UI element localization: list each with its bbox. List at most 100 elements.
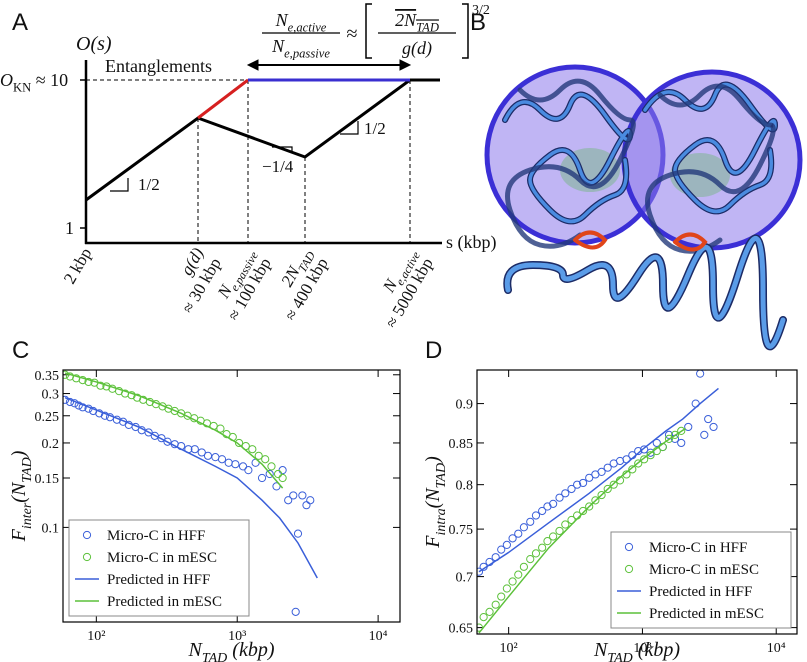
data-point bbox=[267, 462, 276, 471]
data-point bbox=[217, 455, 227, 464]
formula: Ne,active bbox=[275, 10, 327, 34]
data-point bbox=[306, 496, 315, 505]
data-point bbox=[704, 414, 713, 424]
x-axis-label: NTAD (kbp) bbox=[188, 639, 275, 662]
data-point bbox=[640, 445, 649, 454]
data-point bbox=[538, 506, 547, 516]
legend-label: Micro-C in HFF bbox=[649, 540, 747, 556]
y-tick-label: 0.7 bbox=[456, 571, 474, 586]
data-point bbox=[538, 543, 547, 552]
legend-box bbox=[68, 519, 250, 617]
data-point bbox=[677, 438, 686, 448]
data-point bbox=[514, 529, 523, 538]
data-point bbox=[634, 459, 643, 468]
series-line bbox=[64, 396, 318, 579]
arrowhead bbox=[246, 59, 259, 71]
text-part: N bbox=[188, 639, 204, 661]
data-point bbox=[502, 540, 511, 549]
y-tick-label: 1 bbox=[65, 218, 74, 238]
y-tick-label: 0.35 bbox=[35, 369, 60, 384]
data-point bbox=[561, 520, 570, 529]
data-point bbox=[278, 466, 287, 475]
text-part: N bbox=[271, 36, 285, 56]
legend-box bbox=[610, 531, 792, 629]
text-part: ) bbox=[8, 450, 30, 458]
text-part: inter bbox=[20, 502, 35, 529]
text-part: O bbox=[0, 70, 13, 90]
data-point bbox=[74, 401, 83, 410]
data-point bbox=[585, 473, 594, 482]
curve bbox=[85, 78, 440, 202]
data-point bbox=[646, 448, 655, 457]
legend-label: Predicted in mESC bbox=[107, 594, 222, 610]
data-point bbox=[298, 491, 307, 500]
legend-label: Micro-C in mESC bbox=[649, 562, 759, 578]
data-point bbox=[231, 460, 240, 469]
panel-a-drawing bbox=[80, 3, 469, 245]
data-point bbox=[585, 502, 594, 511]
text-part: (N bbox=[8, 481, 30, 503]
x-axis-label: s (kbp) bbox=[446, 232, 497, 253]
formula: 3/2 bbox=[472, 3, 490, 18]
formula: g(d) bbox=[402, 38, 432, 59]
curve-active bbox=[197, 78, 249, 120]
data-point bbox=[519, 523, 528, 532]
data-point bbox=[561, 489, 570, 498]
legend-label: Predicted in HFF bbox=[107, 572, 210, 588]
text-part: N bbox=[593, 639, 609, 661]
data-point bbox=[133, 393, 142, 402]
data-point bbox=[684, 422, 693, 432]
data-point bbox=[302, 501, 311, 510]
slope-triangle bbox=[110, 178, 129, 192]
text-part: TAD bbox=[434, 463, 449, 488]
data-point bbox=[677, 426, 686, 435]
plot-area bbox=[63, 370, 318, 616]
data-point bbox=[284, 496, 293, 505]
text-part: ) bbox=[422, 456, 444, 464]
data-point bbox=[272, 482, 281, 491]
text-part: 2N bbox=[395, 10, 417, 30]
data-point bbox=[216, 424, 225, 433]
data-point bbox=[549, 499, 558, 508]
x-tick-label: 10² bbox=[87, 629, 105, 644]
data-point bbox=[634, 446, 643, 456]
data-point bbox=[519, 562, 528, 571]
x-tick-label: 10⁴ bbox=[369, 629, 388, 644]
data-point bbox=[555, 526, 564, 536]
data-point bbox=[293, 529, 303, 538]
text-part: F bbox=[422, 535, 444, 549]
text-part: TAD bbox=[607, 651, 632, 662]
panel-label: C bbox=[12, 337, 29, 364]
text-part: (N bbox=[422, 487, 444, 509]
data-point bbox=[670, 430, 680, 439]
series-line bbox=[478, 387, 719, 573]
y-tick-label: 0.65 bbox=[449, 622, 474, 637]
x-tick-label: 10⁴ bbox=[767, 641, 786, 656]
bracket bbox=[462, 3, 469, 59]
data-point bbox=[603, 463, 612, 472]
data-point bbox=[531, 549, 541, 558]
data-point bbox=[190, 445, 199, 454]
legend-label: Micro-C in HFF bbox=[107, 528, 205, 544]
x-tick: Ne,passive≈ 100 kbp bbox=[213, 248, 275, 323]
y-tick-label: 0.9 bbox=[456, 398, 474, 413]
plot-frame bbox=[62, 369, 401, 623]
x-axis-label: NTAD (kbp) bbox=[593, 639, 680, 662]
text-part: TAD bbox=[416, 20, 439, 34]
text-part: N bbox=[275, 10, 289, 30]
plot-area bbox=[477, 370, 719, 634]
chromatin bbox=[502, 78, 787, 351]
y-axis-label: Fintra(NTAD) bbox=[422, 456, 449, 549]
data-point bbox=[491, 600, 500, 609]
data-point bbox=[508, 534, 517, 543]
series-line bbox=[64, 372, 284, 489]
data-point bbox=[567, 484, 576, 494]
text-part: TAD bbox=[20, 457, 35, 482]
data-point bbox=[234, 438, 244, 448]
data-point bbox=[485, 607, 494, 617]
data-point bbox=[96, 381, 105, 390]
data-point bbox=[211, 453, 220, 462]
data-point bbox=[84, 377, 93, 387]
data-point bbox=[578, 506, 588, 516]
legend-marker bbox=[82, 552, 92, 562]
